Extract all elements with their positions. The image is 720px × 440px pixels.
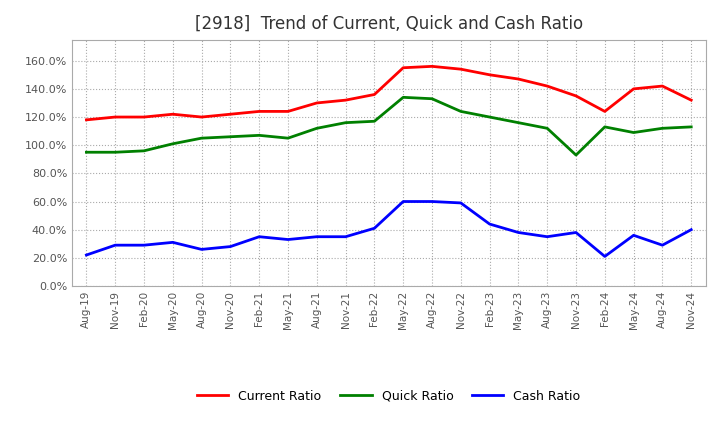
- Cash Ratio: [629, 233, 638, 238]
- Quick Ratio: [255, 133, 264, 138]
- Line: Quick Ratio: Quick Ratio: [86, 97, 691, 155]
- Current Ratio: [456, 66, 465, 72]
- Current Ratio: [226, 112, 235, 117]
- Current Ratio: [370, 92, 379, 97]
- Quick Ratio: [111, 150, 120, 155]
- Quick Ratio: [312, 126, 321, 131]
- Cash Ratio: [370, 226, 379, 231]
- Cash Ratio: [514, 230, 523, 235]
- Cash Ratio: [111, 242, 120, 248]
- Current Ratio: [629, 86, 638, 92]
- Current Ratio: [341, 98, 350, 103]
- Cash Ratio: [341, 234, 350, 239]
- Title: [2918]  Trend of Current, Quick and Cash Ratio: [2918] Trend of Current, Quick and Cash …: [194, 15, 583, 33]
- Current Ratio: [284, 109, 292, 114]
- Cash Ratio: [600, 254, 609, 259]
- Cash Ratio: [543, 234, 552, 239]
- Quick Ratio: [168, 141, 177, 147]
- Current Ratio: [312, 100, 321, 106]
- Cash Ratio: [82, 253, 91, 258]
- Quick Ratio: [514, 120, 523, 125]
- Quick Ratio: [428, 96, 436, 101]
- Quick Ratio: [399, 95, 408, 100]
- Current Ratio: [255, 109, 264, 114]
- Current Ratio: [197, 114, 206, 120]
- Quick Ratio: [543, 126, 552, 131]
- Cash Ratio: [284, 237, 292, 242]
- Current Ratio: [572, 93, 580, 99]
- Quick Ratio: [341, 120, 350, 125]
- Current Ratio: [543, 84, 552, 89]
- Cash Ratio: [658, 242, 667, 248]
- Quick Ratio: [658, 126, 667, 131]
- Cash Ratio: [687, 227, 696, 232]
- Quick Ratio: [572, 152, 580, 158]
- Quick Ratio: [485, 114, 494, 120]
- Quick Ratio: [370, 119, 379, 124]
- Cash Ratio: [572, 230, 580, 235]
- Current Ratio: [82, 117, 91, 122]
- Cash Ratio: [428, 199, 436, 204]
- Current Ratio: [111, 114, 120, 120]
- Cash Ratio: [255, 234, 264, 239]
- Quick Ratio: [629, 130, 638, 135]
- Current Ratio: [485, 72, 494, 77]
- Quick Ratio: [456, 109, 465, 114]
- Current Ratio: [600, 109, 609, 114]
- Cash Ratio: [312, 234, 321, 239]
- Cash Ratio: [197, 247, 206, 252]
- Quick Ratio: [284, 136, 292, 141]
- Cash Ratio: [456, 200, 465, 205]
- Cash Ratio: [168, 240, 177, 245]
- Line: Cash Ratio: Cash Ratio: [86, 202, 691, 257]
- Current Ratio: [140, 114, 148, 120]
- Cash Ratio: [140, 242, 148, 248]
- Quick Ratio: [140, 148, 148, 154]
- Current Ratio: [687, 98, 696, 103]
- Quick Ratio: [197, 136, 206, 141]
- Current Ratio: [399, 65, 408, 70]
- Current Ratio: [428, 64, 436, 69]
- Cash Ratio: [485, 221, 494, 227]
- Current Ratio: [168, 112, 177, 117]
- Quick Ratio: [600, 124, 609, 129]
- Line: Current Ratio: Current Ratio: [86, 66, 691, 120]
- Current Ratio: [658, 84, 667, 89]
- Quick Ratio: [82, 150, 91, 155]
- Current Ratio: [514, 77, 523, 82]
- Quick Ratio: [226, 134, 235, 139]
- Quick Ratio: [687, 124, 696, 129]
- Cash Ratio: [226, 244, 235, 249]
- Cash Ratio: [399, 199, 408, 204]
- Legend: Current Ratio, Quick Ratio, Cash Ratio: Current Ratio, Quick Ratio, Cash Ratio: [192, 385, 585, 408]
